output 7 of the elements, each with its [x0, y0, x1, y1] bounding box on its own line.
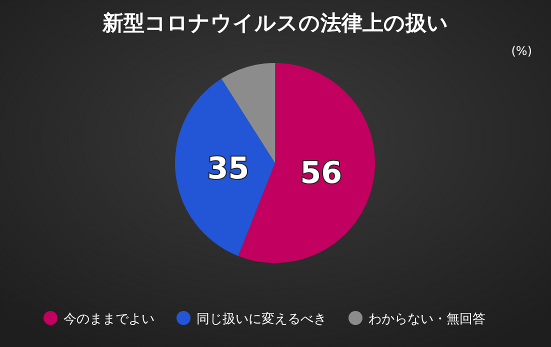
legend-label: 今のままでよい — [64, 312, 154, 327]
chart-title: 新型コロナウイルスの法律上の扱い — [102, 11, 448, 35]
legend-label: わからない・無回答 — [368, 312, 486, 327]
data-label: 35 — [207, 151, 250, 186]
data-label: 56 — [300, 156, 342, 191]
text: (%) — [511, 44, 532, 58]
legend-label: 同じ扱いに変えるべき — [196, 311, 326, 327]
